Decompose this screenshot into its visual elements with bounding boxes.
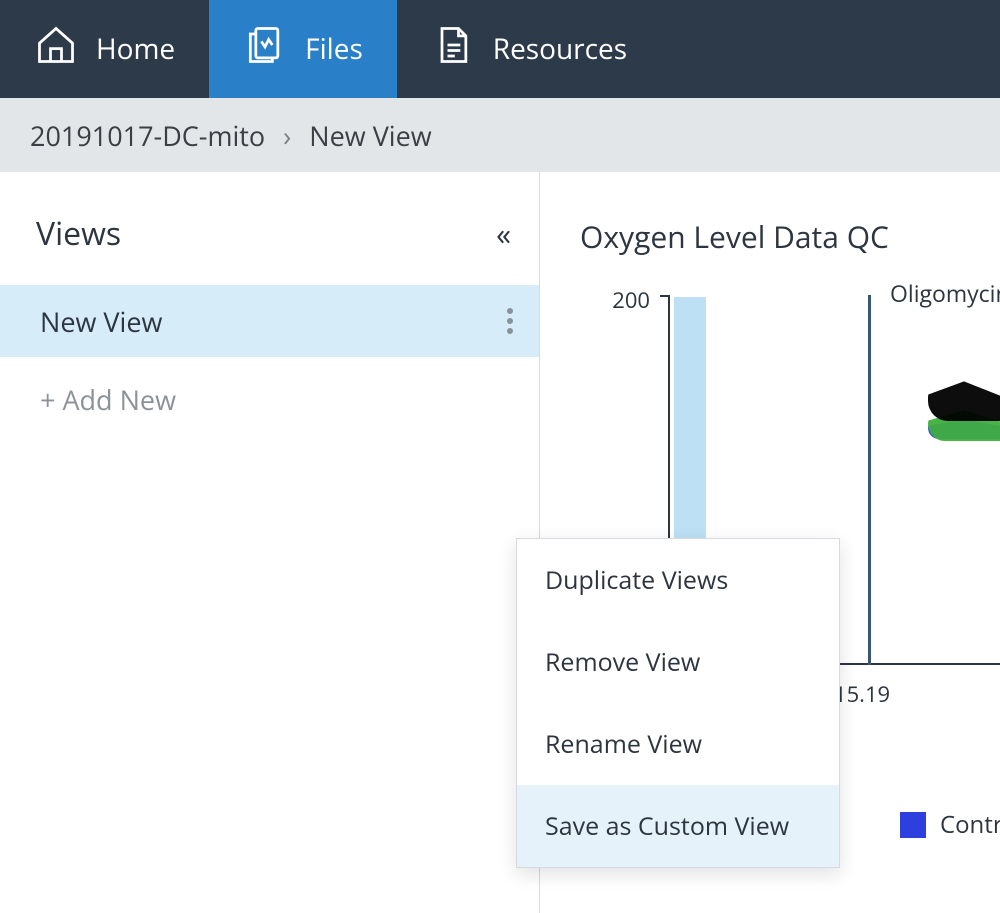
breadcrumb-separator: ›	[283, 117, 291, 154]
resources-icon	[431, 23, 475, 76]
nav-home-label: Home	[96, 30, 175, 68]
view-item-label: New View	[40, 303, 162, 340]
breadcrumb-part-0[interactable]: 20191017-DC-mito	[30, 117, 265, 154]
x-tick-label-1: 15.19	[834, 679, 890, 709]
menu-remove-view[interactable]: Remove View	[517, 621, 839, 703]
legend-swatch-control	[900, 812, 926, 838]
breadcrumb: 20191017-DC-mito › New View	[0, 98, 1000, 172]
injection-line	[868, 295, 871, 665]
nav-files[interactable]: Files	[209, 0, 397, 98]
views-header: Views «	[0, 172, 539, 285]
legend-item-control[interactable]: Control	[900, 808, 1000, 841]
legend-label-control: Control	[940, 808, 1000, 841]
views-sidebar: Views « New View + Add New	[0, 172, 540, 913]
view-item-selected[interactable]: New View	[0, 285, 539, 357]
home-icon	[34, 23, 78, 76]
top-nav: Home Files Resources	[0, 0, 1000, 98]
nav-resources-label: Resources	[493, 30, 627, 68]
content: Views « New View + Add New Oxygen Level …	[0, 172, 1000, 913]
y-tick-top	[660, 295, 668, 297]
view-context-menu: Duplicate Views Remove View Rename View …	[516, 538, 840, 868]
view-item-menu-button[interactable]	[501, 302, 519, 340]
nav-resources[interactable]: Resources	[397, 0, 661, 98]
menu-rename-view[interactable]: Rename View	[517, 703, 839, 785]
series-background	[928, 377, 1000, 421]
nav-home[interactable]: Home	[0, 0, 209, 98]
collapse-sidebar-button[interactable]: «	[496, 213, 503, 254]
menu-save-as-custom-view[interactable]: Save as Custom View	[517, 785, 839, 867]
files-icon	[243, 23, 287, 76]
menu-duplicate-views[interactable]: Duplicate Views	[517, 539, 839, 621]
chart-title: Oxygen Level Data QC	[580, 216, 1000, 257]
views-title: Views	[36, 212, 121, 255]
nav-files-label: Files	[305, 30, 363, 68]
add-new-view-button[interactable]: + Add New	[0, 357, 539, 442]
breadcrumb-part-1[interactable]: New View	[309, 117, 431, 154]
y-tick-label-200: 200	[590, 285, 650, 315]
